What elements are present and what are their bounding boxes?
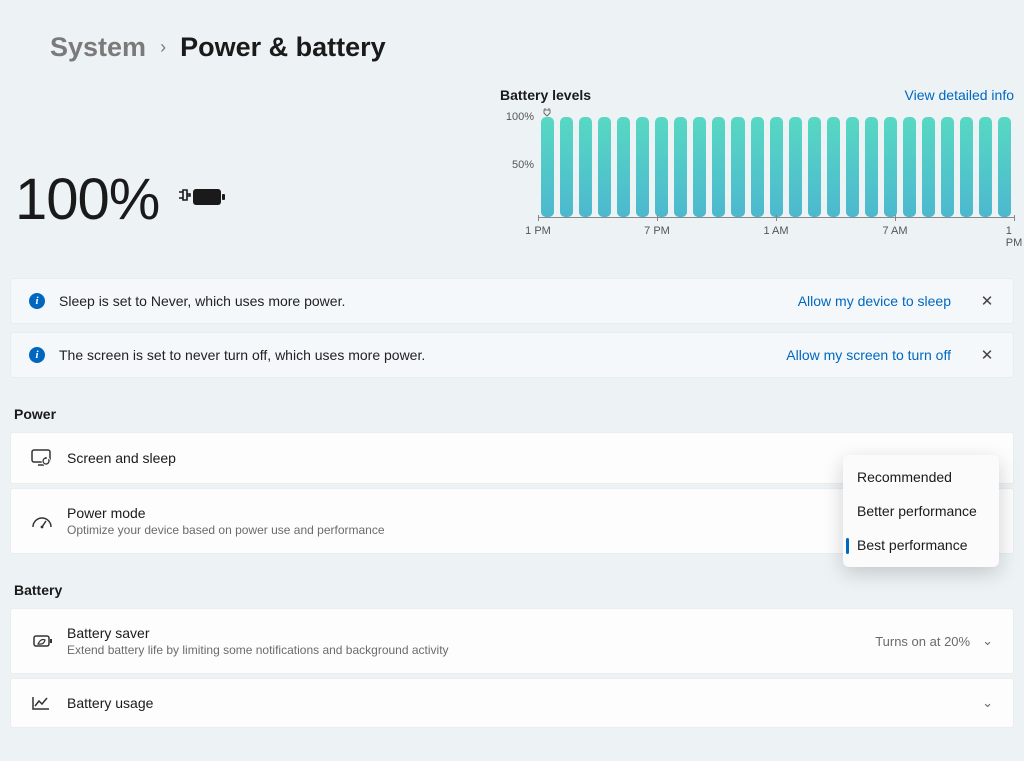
chart-bar xyxy=(960,117,973,217)
alert-banner: i Sleep is set to Never, which uses more … xyxy=(10,278,1014,324)
info-icon: i xyxy=(29,293,45,309)
chart-bar xyxy=(941,117,954,217)
chart-bar xyxy=(674,117,687,217)
power-mode-option[interactable]: Better performance xyxy=(843,494,999,528)
info-icon: i xyxy=(29,347,45,363)
battery-usage-row[interactable]: Battery usage ⌄ xyxy=(10,678,1014,728)
breadcrumb: System › Power & battery xyxy=(10,32,1014,63)
battery-chart: Battery levels View detailed info 100% 5… xyxy=(500,87,1014,252)
battery-saver-value: Turns on at 20% xyxy=(875,634,970,649)
battery-status: 100% xyxy=(15,87,500,252)
chart-bar xyxy=(560,117,573,217)
battery-saver-label: Battery saver xyxy=(67,625,875,641)
battery-charging-icon xyxy=(177,182,229,217)
alert-message: The screen is set to never turn off, whi… xyxy=(59,347,786,363)
chart-bar xyxy=(751,117,764,217)
chart-ylabel-50: 50% xyxy=(512,159,534,171)
power-mode-option[interactable]: Best performance xyxy=(843,528,999,562)
chart-bar xyxy=(865,117,878,217)
chart-bar xyxy=(617,117,630,217)
chart-bar xyxy=(541,117,554,217)
chart-bar xyxy=(655,117,668,217)
chevron-right-icon: › xyxy=(160,37,166,58)
chart-bar xyxy=(598,117,611,217)
chart-tick xyxy=(657,215,658,221)
alert-action-link[interactable]: Allow my device to sleep xyxy=(798,293,951,309)
chart-bar xyxy=(827,117,840,217)
battery-usage-label: Battery usage xyxy=(67,695,982,711)
chart-bar xyxy=(693,117,706,217)
chart-bar xyxy=(922,117,935,217)
close-icon[interactable]: ✕ xyxy=(979,346,995,364)
chart-bar xyxy=(789,117,802,217)
chart-bar xyxy=(884,117,897,217)
power-mode-row[interactable]: Power mode Optimize your device based on… xyxy=(10,488,1014,554)
chart-bar xyxy=(846,117,859,217)
gauge-icon xyxy=(31,513,67,529)
alert-message: Sleep is set to Never, which uses more p… xyxy=(59,293,798,309)
chart-title: Battery levels xyxy=(500,87,591,103)
chart-tick xyxy=(538,215,539,221)
chart-bar xyxy=(636,117,649,217)
chart-line-icon xyxy=(31,695,67,711)
breadcrumb-parent[interactable]: System xyxy=(50,32,146,63)
chart-bar xyxy=(712,117,725,217)
screen-icon xyxy=(31,449,67,467)
chart-bar xyxy=(808,117,821,217)
chart-xlabel: 1 AM xyxy=(763,225,788,237)
chart-tick xyxy=(895,215,896,221)
chart-ylabel-100: 100% xyxy=(506,111,534,123)
chart-xlabel: 1 PM xyxy=(525,225,551,237)
chart-bar xyxy=(770,117,783,217)
chevron-down-icon[interactable]: ⌄ xyxy=(982,633,993,649)
chart-xlabel: 7 PM xyxy=(644,225,670,237)
section-header-battery: Battery xyxy=(14,582,1014,598)
alert-action-link[interactable]: Allow my screen to turn off xyxy=(786,347,951,363)
chart-xlabel: 1 PM xyxy=(1006,225,1023,249)
view-detailed-link[interactable]: View detailed info xyxy=(905,87,1014,103)
leaf-battery-icon xyxy=(31,633,67,649)
power-mode-dropdown[interactable]: RecommendedBetter performanceBest perfor… xyxy=(843,455,999,567)
chart-xlabel: 7 AM xyxy=(882,225,907,237)
chart-bar xyxy=(731,117,744,217)
chart-tick xyxy=(1014,215,1015,221)
battery-percent: 100% xyxy=(15,166,159,233)
section-header-power: Power xyxy=(14,406,1014,422)
battery-saver-sub: Extend battery life by limiting some not… xyxy=(67,643,875,657)
chart-bar xyxy=(579,117,592,217)
close-icon[interactable]: ✕ xyxy=(979,292,995,310)
battery-saver-row[interactable]: Battery saver Extend battery life by lim… xyxy=(10,608,1014,674)
chart-bar xyxy=(979,117,992,217)
power-mode-option[interactable]: Recommended xyxy=(843,460,999,494)
chevron-down-icon[interactable]: ⌄ xyxy=(982,695,993,711)
chart-bar xyxy=(998,117,1011,217)
chart-bar xyxy=(903,117,916,217)
alert-banner: i The screen is set to never turn off, wh… xyxy=(10,332,1014,378)
page-title: Power & battery xyxy=(180,32,386,63)
chart-tick xyxy=(776,215,777,221)
